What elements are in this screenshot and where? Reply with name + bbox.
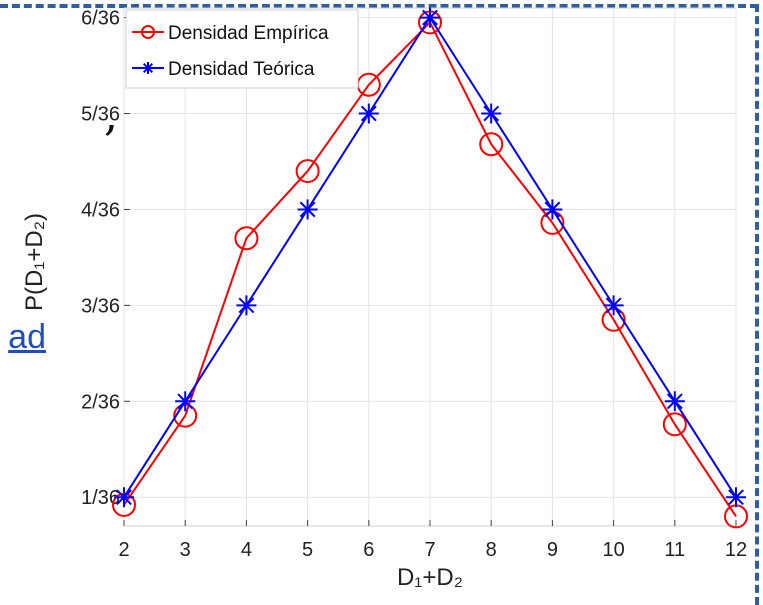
x-tick-label: 8: [486, 539, 497, 561]
data-point-empirical: [295, 159, 320, 184]
star-stroke: [422, 9, 438, 26]
data-point-theoretical: [542, 199, 563, 220]
legend: Densidad Empírica Densidad Teórica: [125, 9, 359, 89]
x-tick-label: 5: [302, 539, 313, 561]
star-stroke: [483, 105, 500, 122]
star-stroke: [142, 62, 154, 74]
x-tick-labels: 2 3 4 5 6 7 8 9 10 11 12: [118, 539, 747, 561]
series-layer: [112, 7, 748, 529]
data-point-empirical: [479, 132, 504, 157]
y-axis-label: P(D₁+D₂): [21, 213, 48, 311]
legend-label: Densidad Empírica: [168, 23, 329, 44]
star-stroke: [666, 393, 683, 410]
star-stroke: [299, 201, 316, 218]
star-stroke: [238, 297, 255, 314]
y-tick-label: 3/36: [81, 295, 120, 317]
x-tick-label: 11: [664, 539, 685, 561]
star-stroke: [116, 489, 132, 506]
data-point-theoretical: [420, 7, 440, 28]
x-tick-label: 3: [180, 539, 191, 561]
x-tick-label: 10: [602, 539, 624, 561]
star-stroke: [605, 297, 622, 314]
data-point-theoretical: [603, 295, 624, 316]
data-point-theoretical: [175, 391, 196, 412]
y-tick-label: 5/36: [81, 104, 120, 126]
text-fragment-comma: ,: [104, 90, 118, 141]
x-tick-label: 4: [241, 539, 252, 561]
star-stroke: [360, 105, 377, 122]
legend-marker-star: [142, 62, 154, 74]
data-point-empirical: [662, 412, 687, 437]
x-axis-label: D₁+D₂: [397, 564, 463, 591]
x-tick-label: 9: [547, 539, 558, 561]
data-point-theoretical: [726, 487, 746, 508]
dashed-frame-top: [0, 4, 758, 8]
star-stroke: [177, 393, 194, 410]
x-tick-label: 6: [363, 539, 374, 561]
star-stroke: [544, 201, 561, 218]
y-tick-label: 1/36: [81, 487, 120, 509]
data-point-theoretical: [114, 487, 134, 508]
link-fragment[interactable]: ad: [8, 318, 46, 356]
y-tick-labels: 1/36 2/36 3/36 4/36 5/36 6/36: [81, 8, 120, 510]
grid: [123, 8, 737, 526]
y-tick-label: 4/36: [81, 199, 120, 221]
data-point-empirical: [234, 226, 259, 251]
y-tick-label: 2/36: [81, 391, 120, 413]
star-stroke: [728, 489, 744, 506]
x-tick-label: 7: [424, 539, 435, 561]
legend-marker-circle: [141, 25, 155, 39]
x-tick-label: 2: [118, 539, 129, 561]
x-tick-label: 12: [725, 539, 747, 561]
dashed-frame-right: [755, 4, 759, 605]
y-tick-label: 6/36: [81, 8, 120, 30]
data-point-theoretical: [297, 199, 318, 220]
data-point-theoretical: [664, 391, 685, 412]
legend-label: Densidad Teórica: [168, 59, 315, 80]
data-point-theoretical: [236, 295, 257, 316]
data-point-theoretical: [358, 103, 379, 124]
data-point-theoretical: [481, 103, 502, 124]
legend-box: [125, 9, 359, 89]
